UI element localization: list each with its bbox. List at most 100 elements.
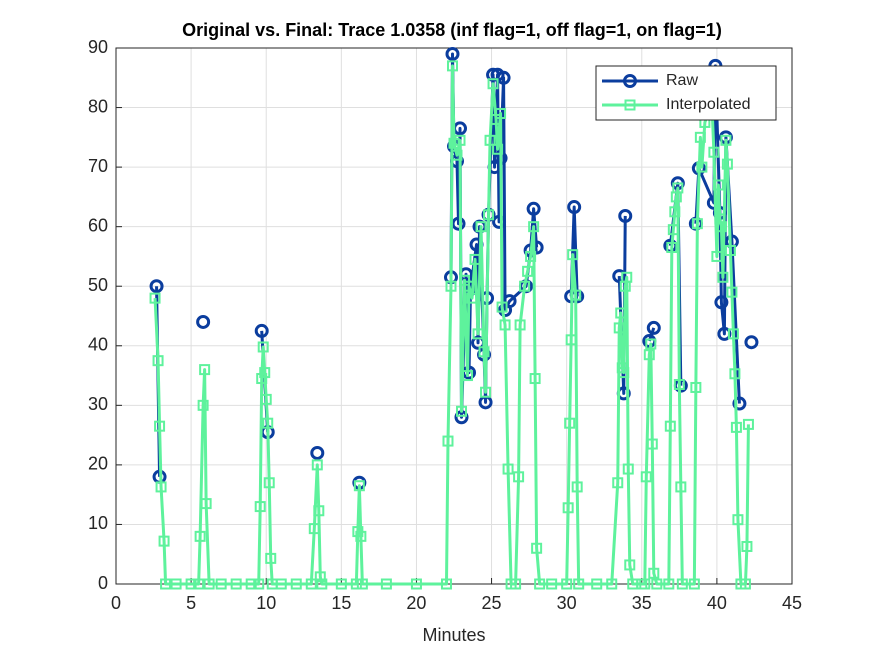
marker xyxy=(612,477,624,489)
marker xyxy=(522,265,534,277)
marker xyxy=(499,319,511,331)
marker xyxy=(451,216,466,231)
x-tick-label: 25 xyxy=(482,593,502,613)
marker xyxy=(708,146,720,158)
marker xyxy=(570,289,582,301)
marker xyxy=(613,322,625,334)
marker xyxy=(472,328,484,340)
marker xyxy=(623,74,637,88)
marker xyxy=(502,294,517,309)
marker xyxy=(672,182,684,194)
marker xyxy=(466,292,478,304)
marker xyxy=(640,471,652,483)
marker xyxy=(194,530,206,542)
marker xyxy=(230,578,242,590)
y-tick-label: 0 xyxy=(98,573,108,593)
marker xyxy=(565,334,577,346)
marker xyxy=(712,179,724,191)
marker xyxy=(688,578,700,590)
marker xyxy=(350,578,362,590)
x-tick-label: 10 xyxy=(256,593,276,613)
marker xyxy=(615,307,627,319)
marker xyxy=(646,438,658,450)
marker xyxy=(742,418,754,430)
marker xyxy=(696,161,708,173)
x-tick-label: 5 xyxy=(186,593,196,613)
marker xyxy=(469,253,481,265)
marker xyxy=(519,280,531,292)
marker xyxy=(335,578,347,590)
chart-title: Original vs. Final: Trace 1.0358 (inf fl… xyxy=(182,20,722,40)
marker xyxy=(724,234,739,249)
marker xyxy=(197,399,209,411)
marker xyxy=(741,540,753,552)
marker xyxy=(624,99,636,111)
marker xyxy=(727,328,739,340)
marker xyxy=(714,295,729,310)
x-tick-label: 15 xyxy=(331,593,351,613)
marker xyxy=(454,134,466,146)
marker xyxy=(525,250,537,262)
marker xyxy=(410,578,422,590)
marker xyxy=(564,417,576,429)
marker xyxy=(694,131,706,143)
marker xyxy=(203,578,215,590)
marker xyxy=(664,420,676,432)
marker xyxy=(440,578,452,590)
marker xyxy=(256,373,268,385)
marker xyxy=(185,578,197,590)
marker xyxy=(691,218,703,230)
x-tick-label: 35 xyxy=(632,593,652,613)
y-tick-label: 60 xyxy=(88,215,108,235)
marker xyxy=(480,386,492,398)
marker xyxy=(711,250,723,262)
marker xyxy=(492,143,504,155)
x-tick-label: 0 xyxy=(111,593,121,613)
marker xyxy=(154,420,166,432)
marker xyxy=(513,471,525,483)
marker xyxy=(561,578,573,590)
marker xyxy=(290,578,302,590)
marker xyxy=(645,338,657,350)
marker xyxy=(676,578,688,590)
marker xyxy=(353,480,365,492)
marker xyxy=(310,445,325,460)
marker xyxy=(534,578,546,590)
marker xyxy=(462,370,474,382)
y-tick-label: 70 xyxy=(88,156,108,176)
marker xyxy=(667,224,679,236)
marker xyxy=(675,481,687,493)
marker xyxy=(673,378,685,390)
y-tick-label: 40 xyxy=(88,335,108,355)
x-tick-label: 20 xyxy=(406,593,426,613)
marker xyxy=(606,578,618,590)
marker xyxy=(739,578,751,590)
marker xyxy=(567,249,579,261)
marker xyxy=(726,286,738,298)
x-tick-label: 40 xyxy=(707,593,727,613)
marker xyxy=(720,134,732,146)
marker xyxy=(495,108,507,120)
marker xyxy=(639,578,651,590)
marker xyxy=(445,280,457,292)
marker xyxy=(514,319,526,331)
marker xyxy=(275,578,287,590)
marker xyxy=(729,368,741,380)
marker xyxy=(666,242,678,254)
marker xyxy=(492,214,507,229)
marker xyxy=(463,280,475,292)
marker xyxy=(193,578,205,590)
series-line xyxy=(153,64,750,586)
marker xyxy=(487,78,499,90)
marker xyxy=(448,137,460,149)
marker xyxy=(496,70,511,85)
marker xyxy=(478,346,490,358)
y-tick-label: 90 xyxy=(88,37,108,57)
marker xyxy=(475,221,487,233)
legend-label: Raw xyxy=(666,72,698,89)
marker xyxy=(149,279,164,294)
marker xyxy=(621,271,633,283)
marker xyxy=(263,477,275,489)
marker xyxy=(259,367,271,379)
